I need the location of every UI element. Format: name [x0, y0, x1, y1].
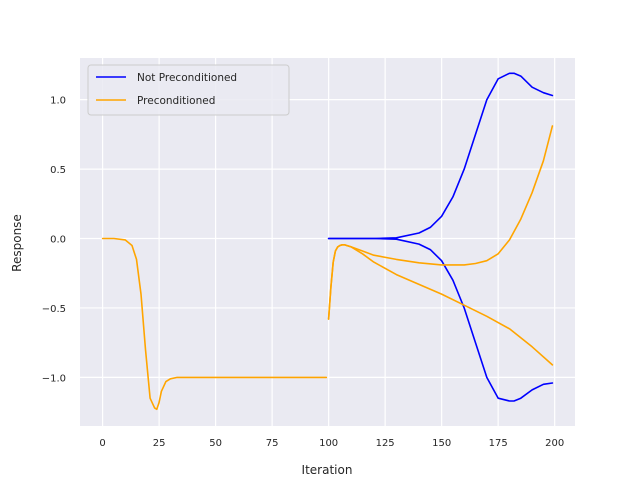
x-tick-label: 175 — [489, 438, 508, 449]
legend-box — [87, 64, 290, 116]
x-tick-label: 150 — [432, 438, 451, 449]
series-not-preconditioned-line-0 — [327, 72, 554, 240]
x-tick-label: 125 — [376, 438, 395, 449]
series-not-preconditioned-line-1 — [327, 237, 554, 402]
y-axis-ticks: 1.0 0.5 0.0 −0.5 −1.0 — [42, 96, 66, 385]
series-preconditioned-line-2 — [327, 244, 554, 366]
y-tick-label: 1.0 — [50, 96, 66, 107]
y-axis-label: Response — [10, 214, 24, 272]
x-tick-label: 25 — [153, 438, 166, 449]
series-layer — [101, 72, 554, 411]
legend-label-not-preconditioned: Not Preconditioned — [137, 72, 237, 84]
y-tick-label: 0.5 — [50, 165, 66, 176]
y-tick-label: −0.5 — [42, 304, 66, 315]
x-tick-label: 200 — [545, 438, 564, 449]
x-axis-label: Iteration — [302, 463, 353, 477]
x-tick-label: 50 — [209, 438, 222, 449]
x-tick-label: 0 — [99, 438, 105, 449]
x-axis-ticks: 0 25 50 75 100 125 150 175 200 — [99, 438, 564, 449]
x-tick-label: 100 — [319, 438, 338, 449]
grid-lines — [80, 58, 575, 426]
y-tick-label: −1.0 — [42, 373, 66, 384]
legend-label-preconditioned: Preconditioned — [137, 95, 215, 107]
plot-area — [80, 58, 575, 426]
x-tick-label: 75 — [266, 438, 279, 449]
legend: Not Preconditioned Preconditioned — [87, 64, 290, 116]
y-tick-label: 0.0 — [50, 235, 66, 246]
series-preconditioned-line-0 — [101, 237, 328, 411]
